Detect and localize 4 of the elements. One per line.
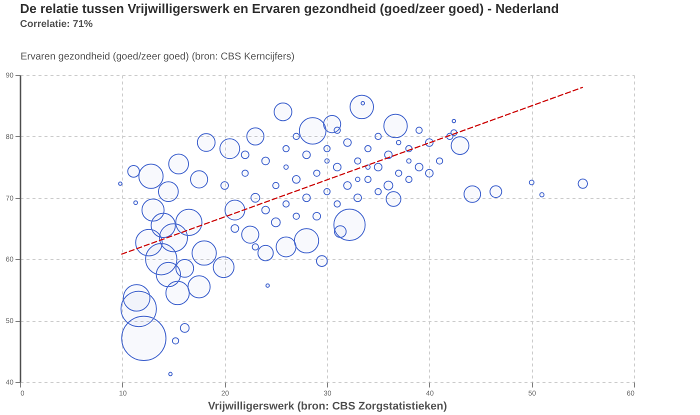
chart-subtitle: Correlatie: 71% (20, 19, 93, 30)
y-axis-title: Ervaren gezondheid (goed/zeer goed) (bron: CBS Kerncijfers) (20, 52, 295, 62)
chart-title: De relatie tussen Vrijwilligerswerk en Ervaren gezondheid (goed/zeer goed) - Nederland (20, 1, 559, 16)
x-axis-title: Vrijwilligerswerk (bron: CBS Zorgstatistieken) (208, 400, 448, 412)
